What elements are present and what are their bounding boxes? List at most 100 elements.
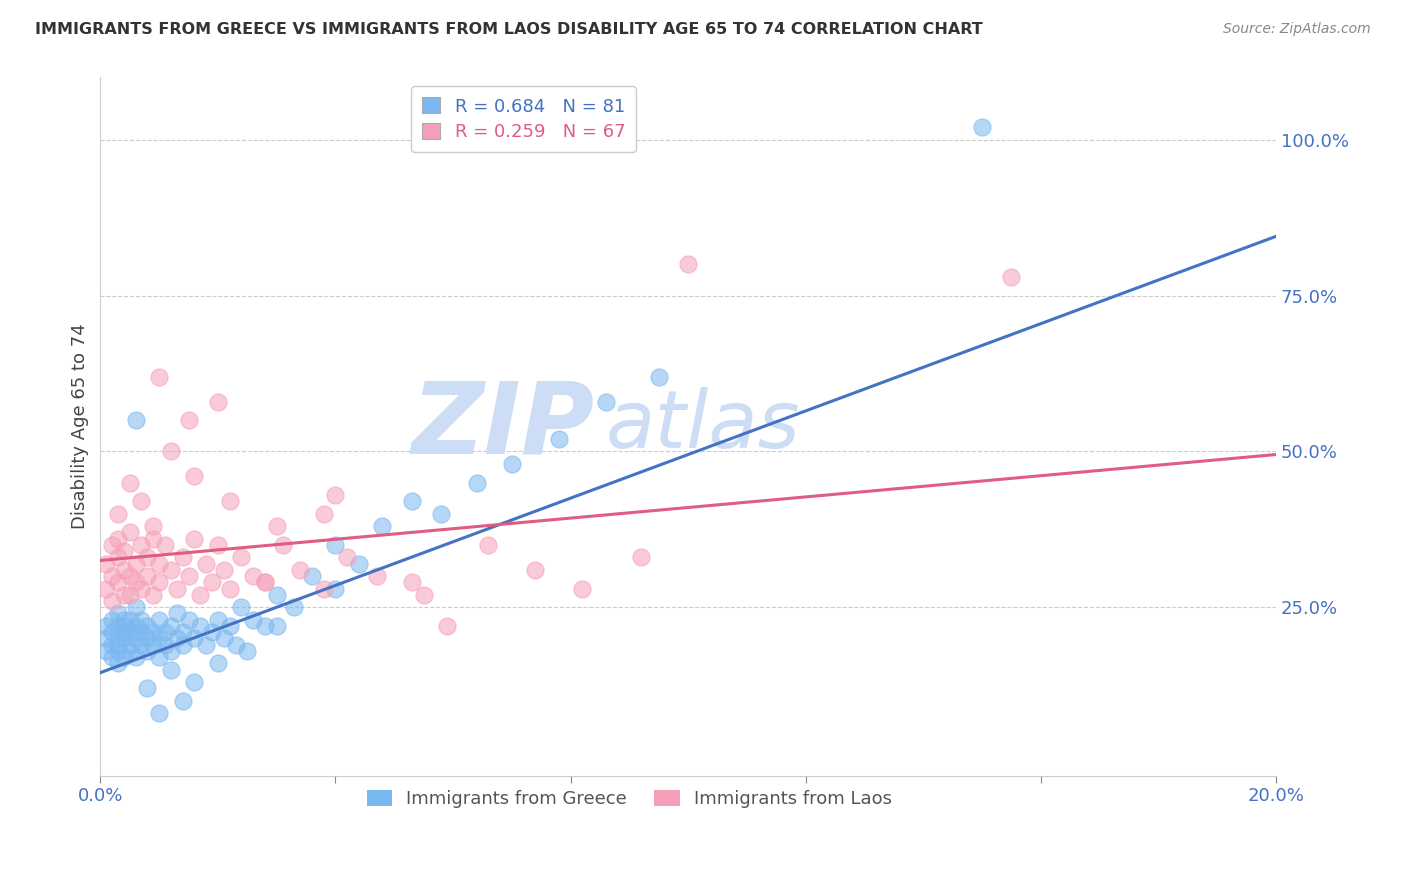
Point <box>412 588 434 602</box>
Point <box>242 569 264 583</box>
Point <box>183 632 205 646</box>
Point <box>101 638 124 652</box>
Point <box>142 638 165 652</box>
Point <box>325 582 347 596</box>
Point <box>112 632 135 646</box>
Point <box>477 538 499 552</box>
Point <box>188 619 211 633</box>
Point <box>207 538 229 552</box>
Point <box>107 632 129 646</box>
Point <box>401 494 423 508</box>
Point <box>436 619 458 633</box>
Point <box>107 644 129 658</box>
Y-axis label: Disability Age 65 to 74: Disability Age 65 to 74 <box>72 324 89 529</box>
Point <box>148 632 170 646</box>
Point <box>571 582 593 596</box>
Point <box>107 619 129 633</box>
Point <box>107 657 129 671</box>
Point <box>136 632 159 646</box>
Point <box>207 613 229 627</box>
Point <box>96 619 118 633</box>
Point <box>290 563 312 577</box>
Point <box>524 563 547 577</box>
Point <box>160 663 183 677</box>
Point <box>112 588 135 602</box>
Point <box>124 650 146 665</box>
Point <box>136 619 159 633</box>
Point <box>366 569 388 583</box>
Point <box>112 563 135 577</box>
Point <box>153 538 176 552</box>
Point <box>166 582 188 596</box>
Point <box>218 582 240 596</box>
Point <box>253 575 276 590</box>
Point <box>676 257 699 271</box>
Point <box>648 369 671 384</box>
Point <box>595 394 617 409</box>
Point <box>101 538 124 552</box>
Point <box>124 413 146 427</box>
Point <box>266 519 288 533</box>
Point <box>124 600 146 615</box>
Point <box>231 600 253 615</box>
Point <box>107 575 129 590</box>
Point <box>131 625 153 640</box>
Point <box>148 575 170 590</box>
Point <box>136 550 159 565</box>
Point <box>188 588 211 602</box>
Point <box>218 619 240 633</box>
Text: IMMIGRANTS FROM GREECE VS IMMIGRANTS FROM LAOS DISABILITY AGE 65 TO 74 CORRELATI: IMMIGRANTS FROM GREECE VS IMMIGRANTS FRO… <box>35 22 983 37</box>
Point <box>118 588 141 602</box>
Point <box>124 632 146 646</box>
Point <box>101 613 124 627</box>
Point <box>131 494 153 508</box>
Point <box>201 575 224 590</box>
Point <box>970 120 993 135</box>
Point <box>207 394 229 409</box>
Point <box>118 644 141 658</box>
Point <box>131 582 153 596</box>
Point <box>1000 269 1022 284</box>
Point <box>371 519 394 533</box>
Point <box>183 469 205 483</box>
Point <box>283 600 305 615</box>
Point <box>172 694 194 708</box>
Point <box>96 644 118 658</box>
Point <box>101 650 124 665</box>
Point <box>148 650 170 665</box>
Point <box>207 657 229 671</box>
Point <box>148 706 170 721</box>
Point <box>118 525 141 540</box>
Point <box>148 369 170 384</box>
Point <box>148 557 170 571</box>
Point <box>195 638 218 652</box>
Point <box>183 532 205 546</box>
Point <box>124 575 146 590</box>
Point <box>231 550 253 565</box>
Point <box>266 588 288 602</box>
Point <box>153 638 176 652</box>
Point <box>136 569 159 583</box>
Point <box>177 413 200 427</box>
Point <box>630 550 652 565</box>
Point <box>465 475 488 490</box>
Point <box>160 644 183 658</box>
Text: atlas: atlas <box>606 387 800 466</box>
Point <box>107 638 129 652</box>
Point <box>301 569 323 583</box>
Point <box>131 538 153 552</box>
Point <box>172 625 194 640</box>
Point <box>253 575 276 590</box>
Point <box>271 538 294 552</box>
Point <box>124 557 146 571</box>
Point <box>142 588 165 602</box>
Point <box>101 569 124 583</box>
Point <box>107 507 129 521</box>
Point <box>118 613 141 627</box>
Point <box>136 681 159 696</box>
Point <box>160 619 183 633</box>
Point <box>112 544 135 558</box>
Point <box>225 638 247 652</box>
Point <box>96 582 118 596</box>
Point <box>347 557 370 571</box>
